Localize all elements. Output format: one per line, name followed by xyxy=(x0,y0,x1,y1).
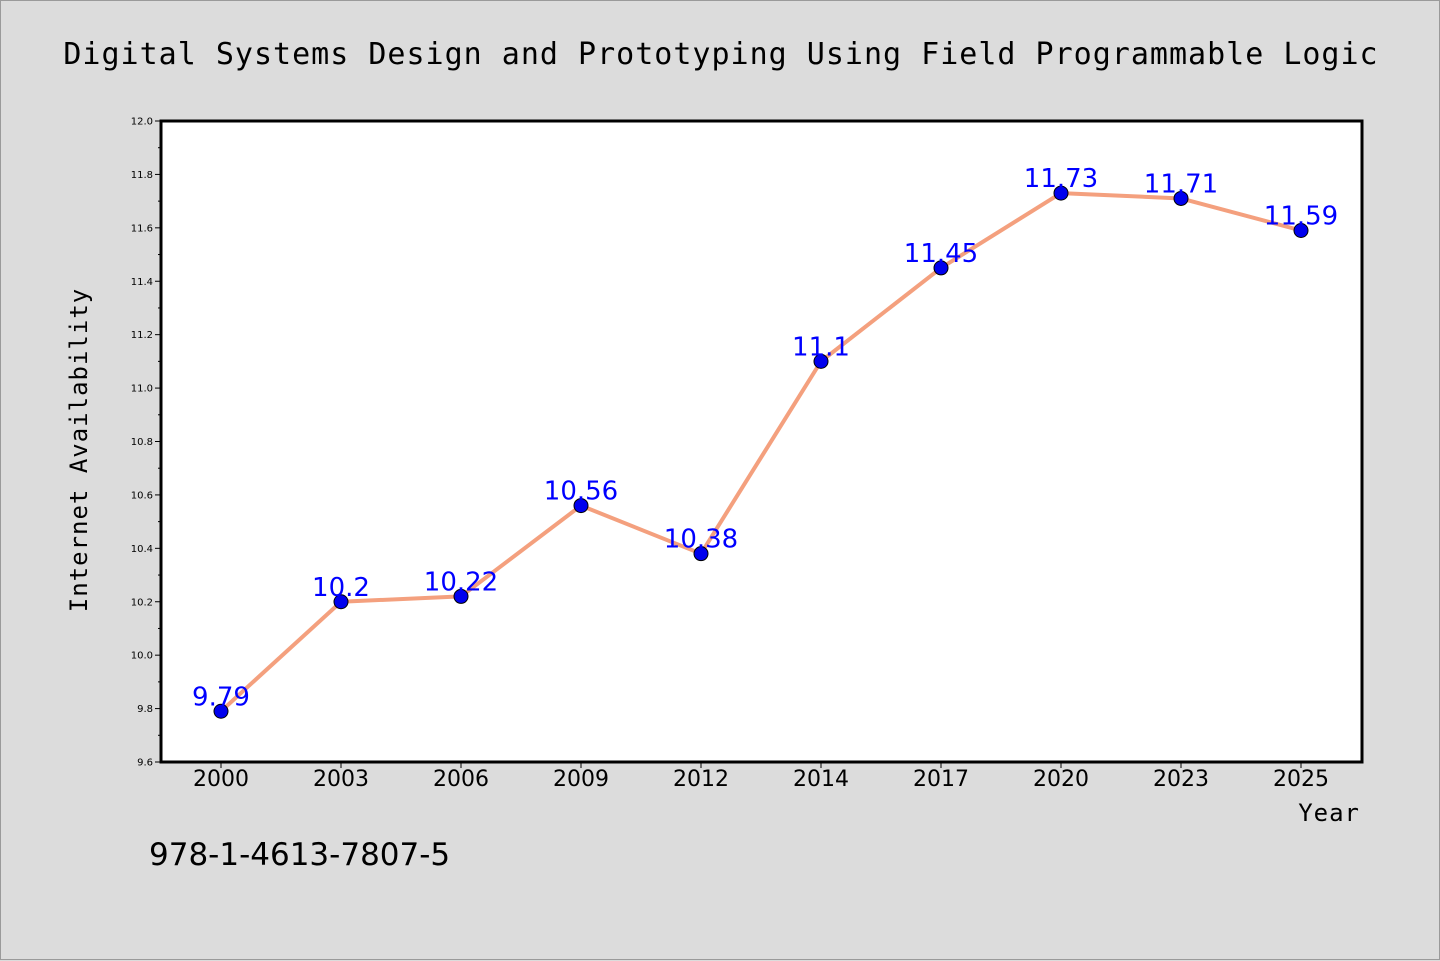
data-label: 10.2 xyxy=(312,573,370,603)
chart-title: Digital Systems Design and Prototyping U… xyxy=(63,37,1378,72)
x-tick-label: 2006 xyxy=(433,767,489,792)
y-tick-label: 10.6 xyxy=(131,490,153,501)
y-axis-label: Internet Availability xyxy=(65,288,93,612)
y-axis: 9.6 9.8 10.0 10.2 10.4 10.6 10.8 11.0 11.2 11.4 11… xyxy=(131,117,161,769)
x-tick-label: 2017 xyxy=(913,767,969,792)
x-axis: 2000 2003 2006 2009 2012 2014 2017 2020 2023 2025 xyxy=(193,762,1329,792)
y-tick-label: 10.2 xyxy=(131,597,153,608)
x-axis-label: Year xyxy=(1298,799,1360,827)
data-label: 11.59 xyxy=(1264,202,1338,232)
y-tick-label: 11.0 xyxy=(131,384,153,395)
data-label: 10.56 xyxy=(544,477,618,507)
data-point xyxy=(813,353,829,369)
y-tick-label: 11.6 xyxy=(131,223,153,234)
y-tick-label: 10.8 xyxy=(131,437,153,448)
y-tick-label: 9.8 xyxy=(137,704,153,715)
y-tick-label: 9.6 xyxy=(137,758,153,769)
data-point xyxy=(933,260,949,276)
y-tick-label: 11.8 xyxy=(131,170,153,181)
data-point xyxy=(693,546,709,562)
y-tick-label: 10.0 xyxy=(131,651,153,662)
x-tick-label: 2012 xyxy=(673,767,729,792)
data-point xyxy=(453,588,469,604)
x-tick-label: 2003 xyxy=(313,767,369,792)
series-line xyxy=(219,191,1303,714)
data-label: 11.73 xyxy=(1024,164,1098,194)
data-point xyxy=(213,703,229,719)
data-label: 11.45 xyxy=(904,239,978,269)
data-point xyxy=(333,594,349,610)
x-tick-label: 2020 xyxy=(1033,767,1089,792)
data-point xyxy=(573,498,589,514)
isbn-text: 978-1-4613-7807-5 xyxy=(149,837,450,873)
plot-area xyxy=(159,119,1364,764)
y-tick-label: 11.4 xyxy=(131,277,153,288)
data-label: 9.79 xyxy=(192,682,250,712)
data-point xyxy=(1293,223,1309,239)
x-tick-label: 2000 xyxy=(193,767,249,792)
data-point xyxy=(1053,185,1069,201)
data-label: 11.1 xyxy=(792,332,850,362)
data-label: 11.71 xyxy=(1144,169,1218,199)
y-tick-label: 12.0 xyxy=(131,117,153,128)
data-label: 10.22 xyxy=(424,567,498,597)
x-tick-label: 2009 xyxy=(553,767,609,792)
y-tick-label: 11.2 xyxy=(131,330,153,341)
x-tick-label: 2023 xyxy=(1153,767,1209,792)
data-label: 10.38 xyxy=(664,525,738,555)
data-point xyxy=(1173,190,1189,206)
x-tick-label: 2014 xyxy=(793,767,849,792)
y-tick-label: 10.4 xyxy=(131,544,153,555)
x-tick-label: 2025 xyxy=(1273,767,1329,792)
series-layer: 9.79 10.2 10.22 10.56 10.38 11.1 11.45 11.73 11.… xyxy=(192,164,1338,719)
